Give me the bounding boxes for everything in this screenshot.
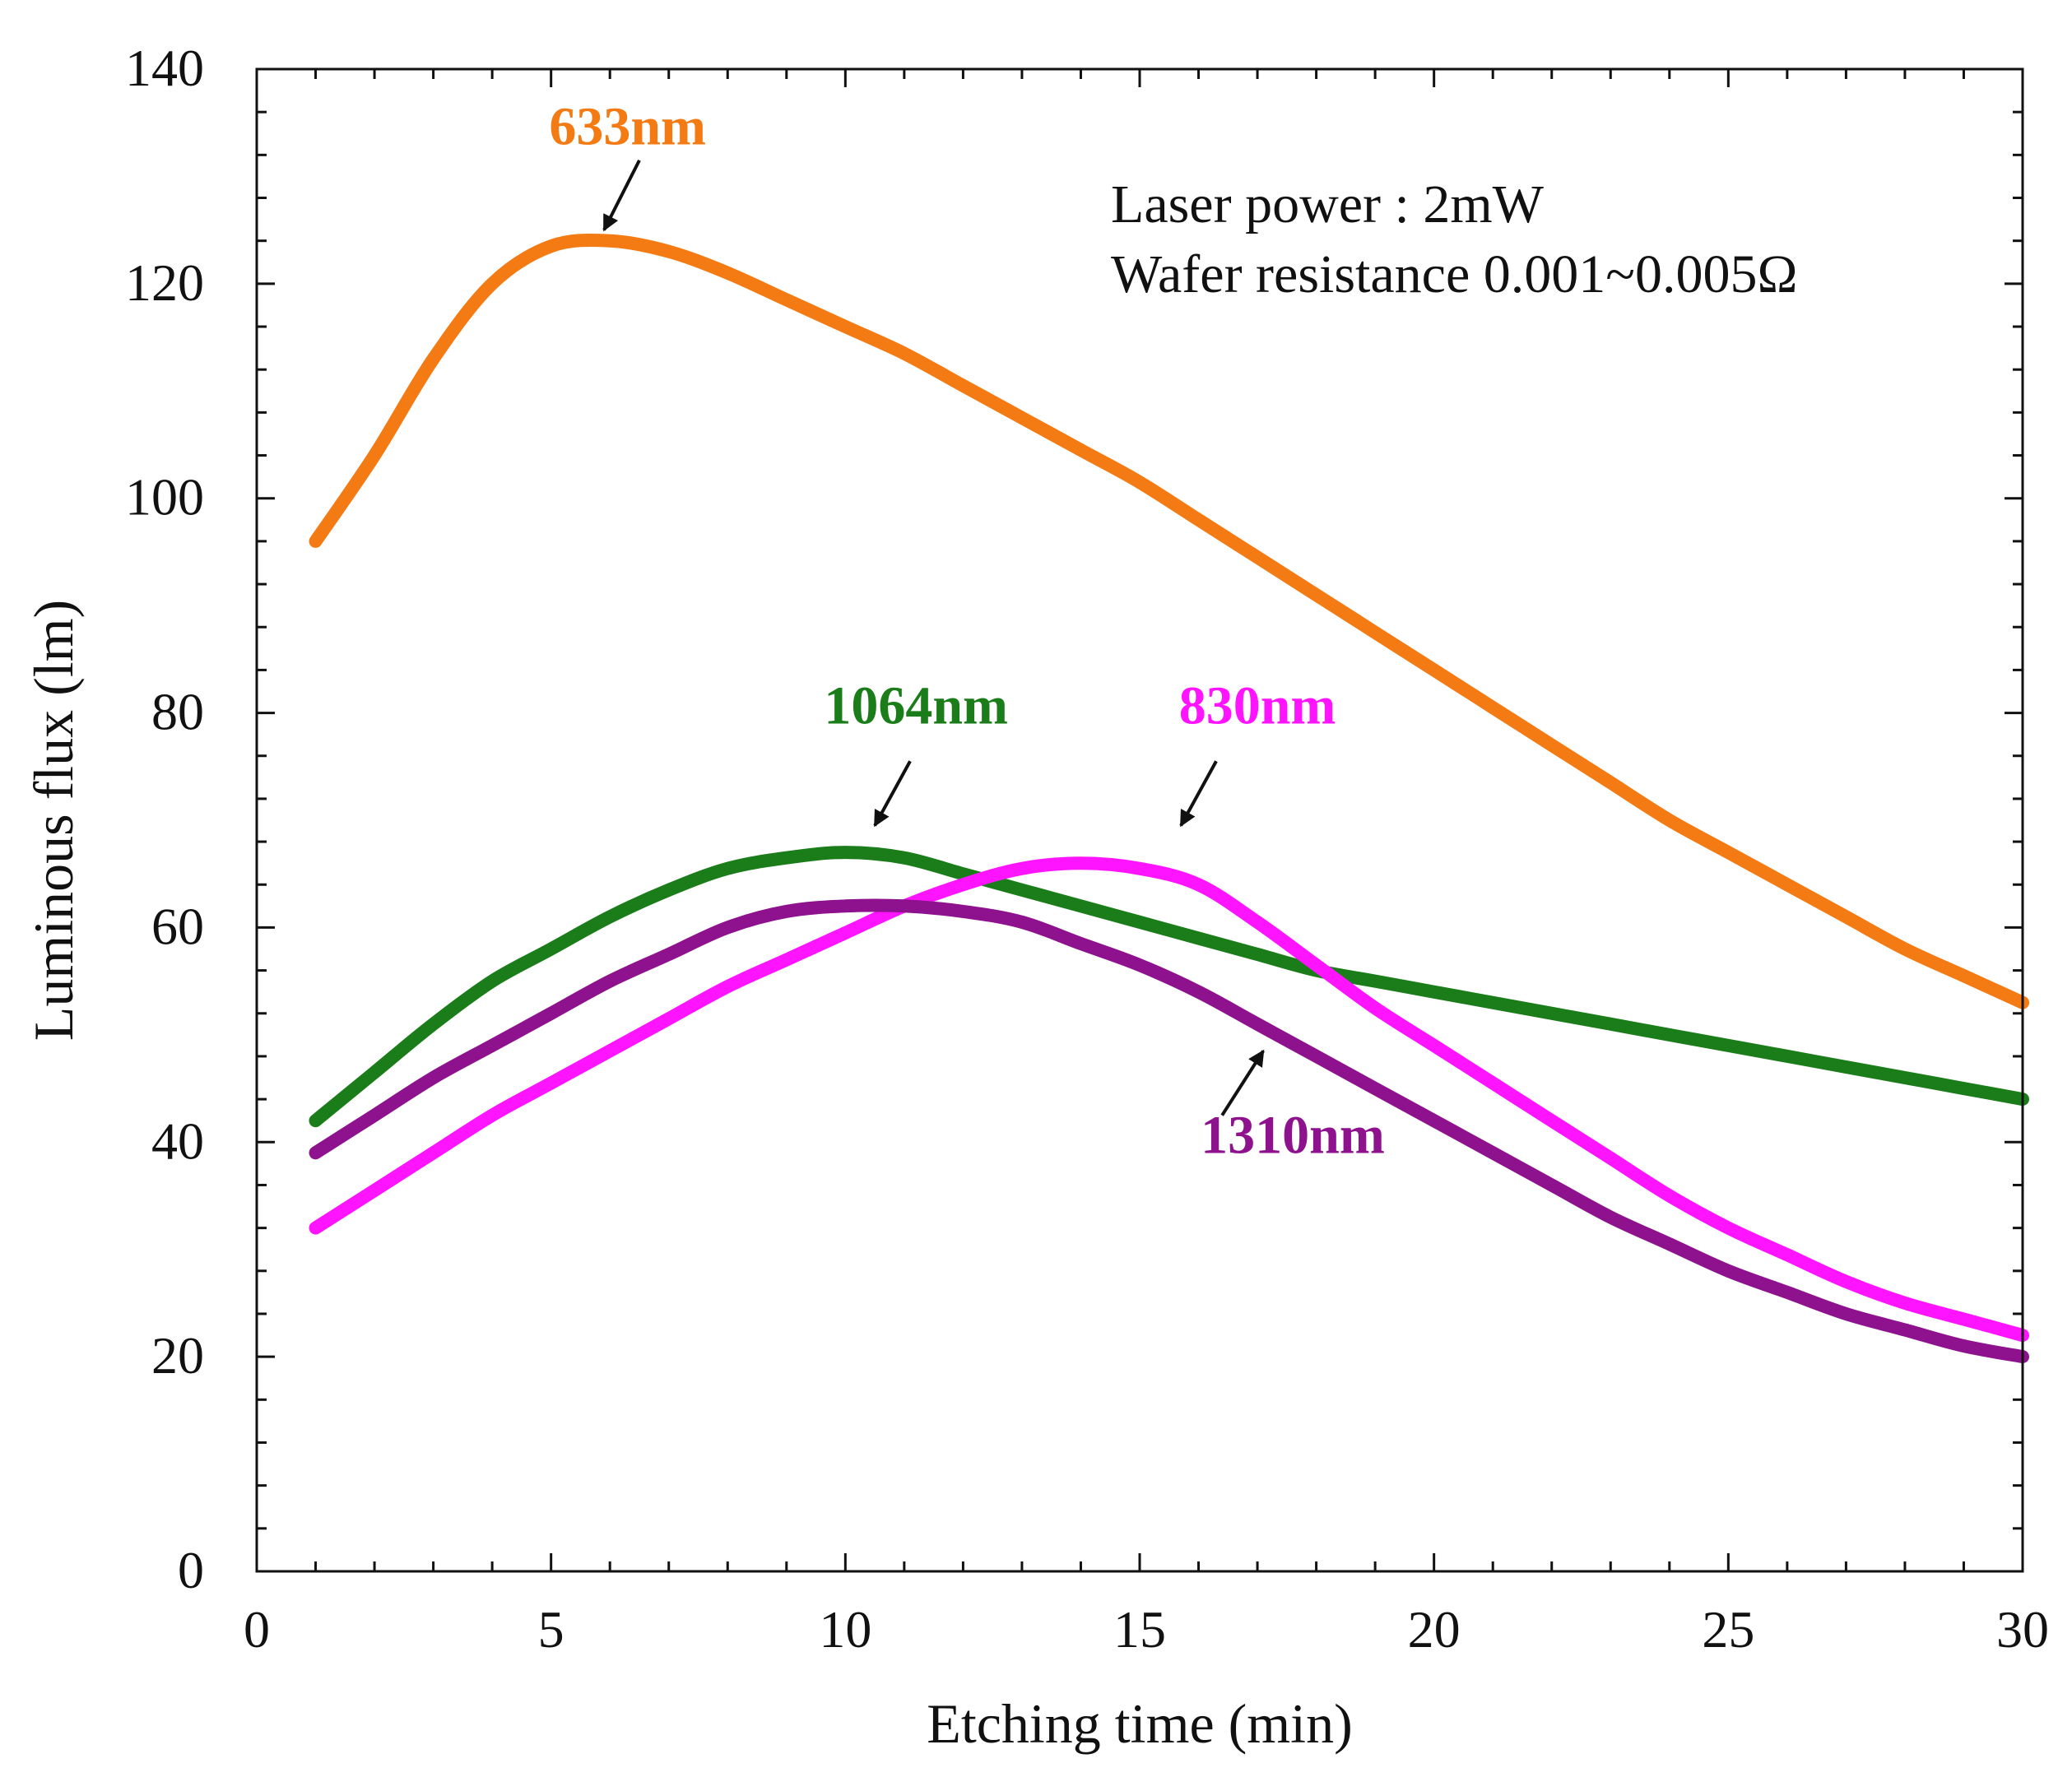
y-tick-label: 100 xyxy=(125,468,204,527)
series-line-633nm xyxy=(309,233,2029,1009)
y-tick-label: 40 xyxy=(151,1111,204,1170)
x-axis-title: Etching time (min) xyxy=(927,1692,1352,1755)
x-tick-label: 25 xyxy=(1702,1600,1754,1659)
axis-tick-labels: 0 5 10 15 20 25 30 0 20 40 60 80 100 120 140 xyxy=(125,39,2049,1659)
series-line-1064nm xyxy=(309,846,2029,1128)
arrow-1064nm xyxy=(873,760,912,828)
series-label-1064nm: 1064nm xyxy=(824,676,1008,736)
series-label-633nm: 633nm xyxy=(549,96,706,156)
x-tick-label: 10 xyxy=(819,1600,871,1659)
x-tick-label: 30 xyxy=(1996,1600,2049,1659)
x-tick-label: 20 xyxy=(1408,1600,1461,1659)
annotation-laser-power: Laser power : 2mW xyxy=(1111,174,1545,234)
y-tick-label: 140 xyxy=(125,39,204,97)
arrow-633nm xyxy=(602,159,641,232)
series-lines xyxy=(309,233,2029,1364)
series-label-1310nm: 1310nm xyxy=(1201,1105,1385,1165)
plot-frame xyxy=(255,67,2024,1573)
arrow-1310nm xyxy=(1220,1049,1265,1116)
y-tick-label: 80 xyxy=(151,683,204,741)
y-tick-label: 20 xyxy=(151,1326,204,1385)
annotation-wafer-resistance: Wafer resistance 0.001~0.005Ω xyxy=(1111,244,1798,304)
x-tick-label: 5 xyxy=(538,1600,564,1659)
y-tick-label: 60 xyxy=(151,897,204,955)
series-labels: 633nm 1064nm 830nm 1310nm xyxy=(549,96,1385,1165)
y-tick-label: 0 xyxy=(178,1541,204,1599)
x-tick-label: 0 xyxy=(244,1600,270,1659)
label-arrows xyxy=(602,159,1265,1116)
series-label-830nm: 830nm xyxy=(1179,676,1336,736)
y-tick-label: 120 xyxy=(125,253,204,312)
arrow-830nm xyxy=(1179,760,1218,828)
y-axis-title: Luminous flux (lm) xyxy=(22,600,85,1041)
x-tick-label: 15 xyxy=(1113,1600,1166,1659)
series-line-830nm xyxy=(309,856,2029,1343)
series-line-1310nm xyxy=(309,898,2029,1364)
